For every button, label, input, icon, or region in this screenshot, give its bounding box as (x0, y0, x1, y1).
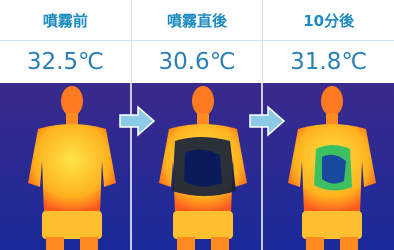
temperature: 32.5℃ (0, 41, 132, 83)
header: 噴霧直後 (132, 0, 264, 40)
header: 噴霧前 (0, 0, 132, 40)
temperature: 30.6℃ (132, 41, 264, 83)
temperature: 31.8℃ (263, 41, 394, 83)
header-row: 噴霧前 噴霧直後 10分後 (0, 0, 394, 41)
thermal-images (0, 83, 394, 250)
figure: 噴霧前 噴霧直後 10分後 32.5℃ 30.6℃ 31.8℃ (0, 0, 394, 250)
header: 10分後 (263, 0, 394, 40)
temperature-row: 32.5℃ 30.6℃ 31.8℃ (0, 41, 394, 83)
